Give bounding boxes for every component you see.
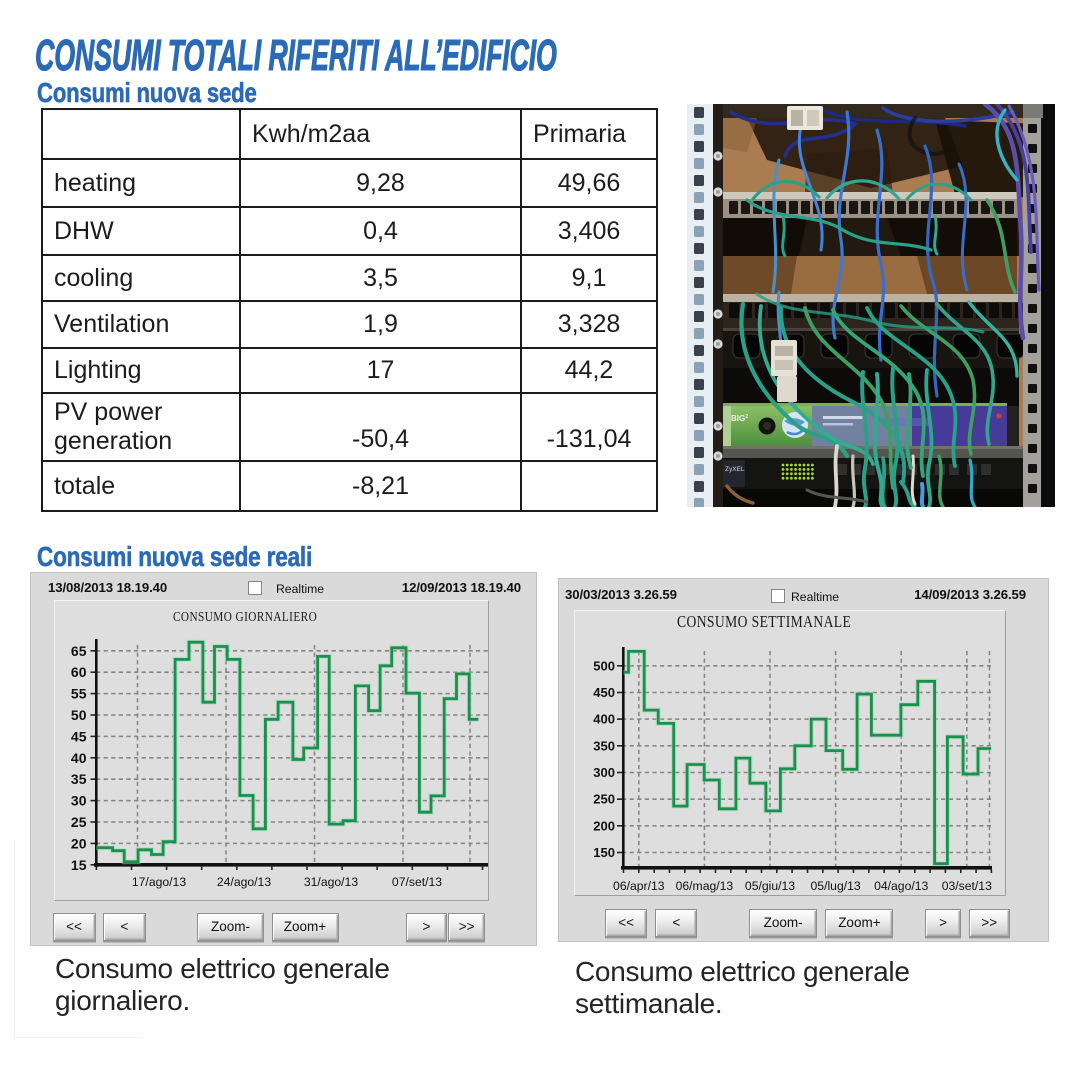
svg-text:45: 45 <box>71 728 87 744</box>
svg-text:40: 40 <box>71 750 87 766</box>
svg-text:150: 150 <box>593 845 615 860</box>
svg-text:400: 400 <box>593 712 615 727</box>
svg-text:17/ago/13: 17/ago/13 <box>132 875 186 889</box>
svg-text:60: 60 <box>71 664 87 680</box>
svg-text:20: 20 <box>71 835 87 851</box>
svg-text:200: 200 <box>593 818 615 833</box>
svg-text:24/ago/13: 24/ago/13 <box>217 875 271 889</box>
svg-text:35: 35 <box>71 771 87 787</box>
svg-text:25: 25 <box>71 814 87 830</box>
svg-text:500: 500 <box>593 658 615 673</box>
svg-text:BIG2: BIG2 <box>731 414 748 423</box>
svg-text:ZyXEL: ZyXEL <box>725 466 745 473</box>
svg-text:31/ago/13: 31/ago/13 <box>304 875 358 889</box>
svg-text:250: 250 <box>593 792 615 807</box>
svg-text:50: 50 <box>71 707 87 723</box>
svg-text:05/lug/13: 05/lug/13 <box>811 879 861 893</box>
svg-text:15: 15 <box>71 857 87 873</box>
svg-text:04/ago/13: 04/ago/13 <box>874 879 928 893</box>
svg-text:03/set/13: 03/set/13 <box>942 879 992 893</box>
svg-text:350: 350 <box>593 738 615 753</box>
svg-text:30: 30 <box>71 793 87 809</box>
svg-text:05/giu/13: 05/giu/13 <box>745 879 795 893</box>
svg-text:300: 300 <box>593 765 615 780</box>
svg-text:06/apr/13: 06/apr/13 <box>613 879 665 893</box>
svg-text:450: 450 <box>593 685 615 700</box>
svg-text:55: 55 <box>71 686 87 702</box>
svg-text:65: 65 <box>71 643 87 659</box>
svg-text:07/set/13: 07/set/13 <box>392 875 442 889</box>
svg-text:06/mag/13: 06/mag/13 <box>676 879 734 893</box>
